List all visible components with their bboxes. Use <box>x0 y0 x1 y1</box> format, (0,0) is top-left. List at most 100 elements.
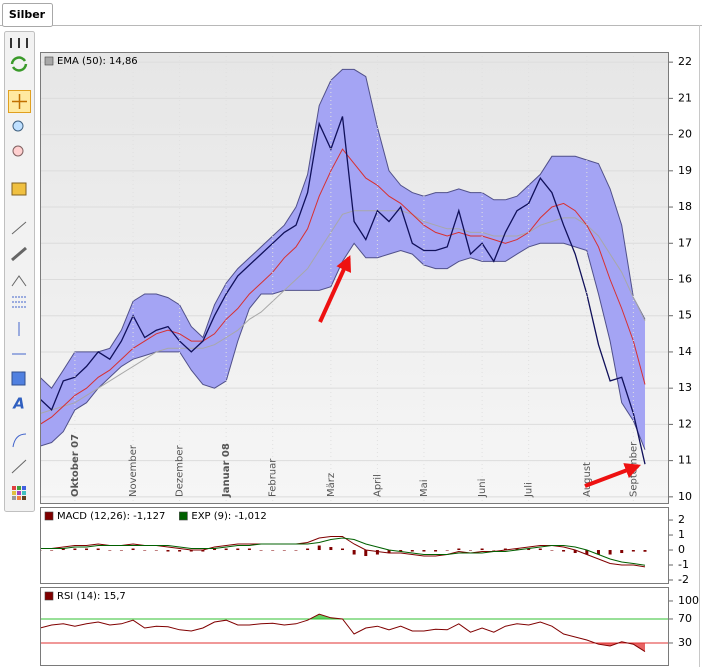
tool-line[interactable] <box>11 221 27 235</box>
y-tick-label: 70 <box>678 612 692 625</box>
tool-properties[interactable] <box>11 182 27 196</box>
histogram-bar <box>61 548 65 551</box>
y-tick-label: 21 <box>678 91 692 104</box>
histogram-bar <box>259 550 263 551</box>
x-tick-label: Juli <box>524 482 535 498</box>
tool-crosshair-icon[interactable] <box>12 94 27 109</box>
histogram-bar <box>387 550 391 554</box>
histogram-bar <box>434 550 438 552</box>
histogram-bar <box>515 548 519 551</box>
tool-rectangle[interactable] <box>11 371 26 386</box>
histogram-bar <box>341 548 344 551</box>
series-line <box>40 148 646 425</box>
histogram-bar <box>131 548 135 551</box>
toolbar: A <box>4 31 35 512</box>
panel-plot <box>40 613 668 653</box>
histogram-bar <box>562 550 566 552</box>
tool-triangle[interactable] <box>11 275 27 287</box>
histogram-bar <box>608 550 612 555</box>
y-tick-label: 17 <box>678 236 692 249</box>
series-line <box>40 210 646 414</box>
legend-swatch <box>44 511 54 521</box>
x-tick-label: Oktober 07 <box>70 434 81 497</box>
histogram-bar <box>189 550 193 552</box>
histogram-bar <box>108 550 112 551</box>
tool-arc[interactable] <box>12 433 27 448</box>
tool-ray[interactable] <box>11 459 27 474</box>
legend-label: RSI (14): 15,7 <box>57 591 126 602</box>
histogram-bar <box>527 548 531 551</box>
y-tick-label: 1 <box>678 528 685 541</box>
tool-palette[interactable] <box>12 486 26 500</box>
panel-border <box>40 507 669 584</box>
histogram-bar <box>85 548 89 551</box>
tool-grip[interactable] <box>10 38 28 48</box>
band-upper <box>40 68 646 389</box>
histogram-bar <box>282 550 286 551</box>
histogram-bar <box>585 550 589 555</box>
legend-swatch <box>179 511 188 521</box>
histogram-bar <box>178 550 182 552</box>
histogram-bar <box>119 550 123 551</box>
y-tick-label: 14 <box>678 345 692 358</box>
tool-zoom-in[interactable] <box>12 120 24 132</box>
tool-fibonacci[interactable] <box>12 296 26 308</box>
y-tick-label: 0 <box>678 543 685 556</box>
x-tick-label: Januar 08 <box>221 443 232 498</box>
histogram-bar <box>643 550 647 552</box>
y-tick-label: 10 <box>678 490 692 503</box>
histogram-bar <box>399 550 403 552</box>
tab-label[interactable]: Silber <box>9 8 46 21</box>
histogram-bar <box>550 550 554 551</box>
series-line <box>40 613 646 653</box>
histogram-bar <box>352 550 356 555</box>
histogram-bar <box>166 550 170 552</box>
tool-text[interactable]: A <box>12 395 25 413</box>
arrow-annotation <box>584 463 641 488</box>
histogram-bar <box>492 550 496 551</box>
y-tick-label: 11 <box>678 454 692 467</box>
tool-channel[interactable] <box>11 246 27 262</box>
legend-label: MACD (12,26): -1,127 <box>57 511 165 522</box>
histogram-bar <box>306 548 310 551</box>
histogram-bar <box>143 550 147 551</box>
histogram-bar <box>294 550 298 551</box>
histogram-bar <box>224 548 228 551</box>
x-tick-label: Juni <box>477 479 488 498</box>
series-line <box>40 537 646 566</box>
histogram-bar <box>364 550 368 557</box>
histogram-bar <box>480 548 484 551</box>
histogram-bar <box>247 548 251 551</box>
tab[interactable]: Silber <box>2 3 53 27</box>
histogram-bar <box>96 548 100 551</box>
panel-border <box>40 52 669 504</box>
panel-border <box>40 587 669 666</box>
legend-label: EXP (9): -1,012 <box>191 511 266 522</box>
x-tick-label: März <box>326 473 337 497</box>
y-tick-label: 2 <box>678 513 685 526</box>
y-tick-label: 16 <box>678 272 692 285</box>
histogram-bar <box>445 550 449 551</box>
toolbar-background <box>4 31 35 512</box>
histogram-bar <box>329 547 333 551</box>
histogram-bar <box>213 548 217 551</box>
x-tick-label: Februar <box>268 458 279 497</box>
y-tick-label: 30 <box>678 636 692 649</box>
arrow-annotation <box>318 255 352 323</box>
tool-zoom-out[interactable] <box>12 145 24 157</box>
histogram-bar <box>503 548 507 551</box>
y-tick-label: -2 <box>678 573 689 586</box>
histogram-bar <box>236 548 240 551</box>
y-tick-label: 100 <box>678 594 699 607</box>
x-tick-label: November <box>128 444 139 497</box>
tool-refresh[interactable] <box>10 56 28 72</box>
annotations <box>318 255 641 488</box>
y-tick-label: 18 <box>678 200 692 213</box>
histogram-bar <box>620 550 624 554</box>
histogram-bar <box>457 548 461 551</box>
tab-background[interactable] <box>2 3 53 27</box>
histogram-bar <box>154 550 158 551</box>
x-tick-label: Dezember <box>175 445 186 497</box>
